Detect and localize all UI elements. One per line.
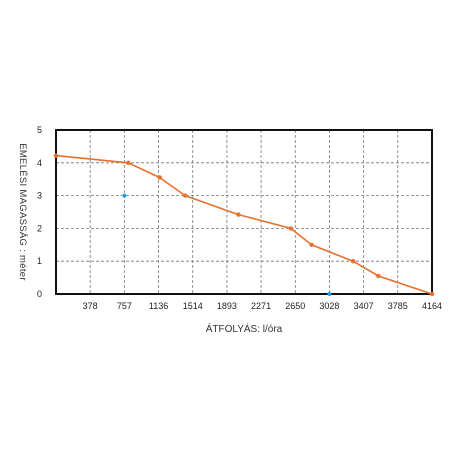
series — [53, 153, 435, 297]
series-point — [350, 259, 356, 264]
series-line-0 — [55, 154, 433, 295]
markers — [122, 193, 332, 296]
grid — [56, 130, 432, 294]
series-point — [236, 212, 241, 217]
y-axis-ticks: 0 1 2 3 4 5 — [37, 125, 42, 299]
series-point — [53, 153, 59, 158]
marker-point-0 — [122, 193, 127, 198]
x-tick-label: 2271 — [251, 301, 271, 311]
series-point — [288, 226, 293, 231]
x-tick-label: 4164 — [422, 301, 442, 311]
marker-point-1 — [327, 292, 332, 296]
x-tick-label: 2650 — [285, 301, 305, 311]
x-tick-label: 3785 — [388, 301, 408, 311]
plot-frame — [55, 129, 433, 295]
y-axis-label: EMELÉSI MAGASSÁG : méter — [17, 143, 28, 281]
x-tick-label: 378 — [83, 301, 98, 311]
series-point — [309, 242, 314, 247]
series-point — [429, 291, 435, 297]
x-tick-label: 3407 — [354, 301, 374, 311]
series-point — [157, 175, 163, 180]
y-tick-label: 2 — [37, 223, 42, 233]
x-tick-label: 3028 — [319, 301, 339, 311]
series-point — [376, 273, 381, 279]
y-tick-label: 1 — [37, 256, 42, 266]
x-tick-label: 1514 — [183, 301, 203, 311]
x-axis-ticks: 378 757 1136 1514 1893 2271 2650 3028 3407 3785 41… — [83, 301, 442, 311]
series-point — [182, 193, 188, 198]
x-tick-label: 757 — [117, 301, 132, 311]
y-tick-label: 5 — [37, 125, 42, 135]
y-tick-label: 3 — [37, 191, 42, 201]
x-axis-label: ÁTFOLYÁS: l/óra — [206, 322, 283, 335]
x-tick-label: 1893 — [217, 301, 237, 311]
series-point — [126, 160, 131, 165]
y-tick-label: 4 — [37, 158, 42, 168]
x-tick-label: 1136 — [149, 301, 168, 311]
y-tick-label: 0 — [37, 289, 42, 299]
